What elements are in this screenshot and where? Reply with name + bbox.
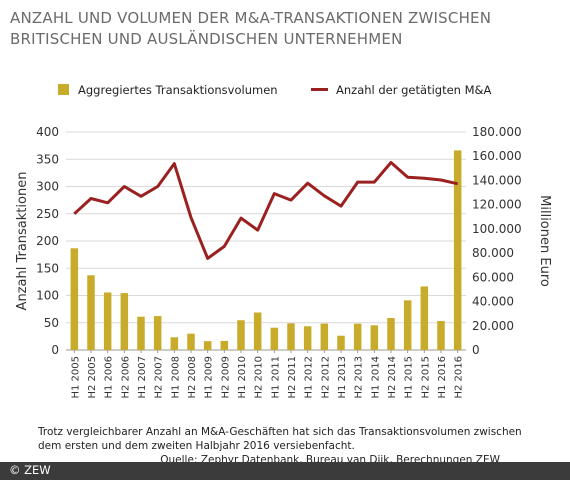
bar bbox=[70, 248, 79, 350]
x-tick-label: H2 2015 bbox=[420, 356, 431, 399]
bar bbox=[337, 335, 345, 350]
x-tick-label: H1 2011 bbox=[270, 356, 281, 399]
bar bbox=[453, 150, 462, 350]
y-tick-label-left: 100 bbox=[36, 289, 59, 303]
x-tick-label: H2 2016 bbox=[454, 356, 465, 399]
y-tick-label-right: 160.000 bbox=[472, 149, 522, 163]
x-tick-label: H1 2016 bbox=[437, 356, 448, 399]
y-tick-label-right: 60.000 bbox=[472, 270, 514, 284]
x-tick-label: H1 2008 bbox=[170, 356, 181, 399]
chart-note: Trotz vergleichbarer Anzahl an M&A-Gesch… bbox=[38, 426, 522, 452]
bar bbox=[103, 292, 112, 350]
bar bbox=[120, 293, 129, 350]
x-tick-label: H2 2014 bbox=[387, 356, 398, 399]
y-tick-label-right: 100.000 bbox=[472, 222, 522, 236]
x-tick-label: H1 2007 bbox=[137, 356, 148, 399]
legend-bar-swatch bbox=[58, 84, 69, 95]
x-tick-label: H1 2009 bbox=[204, 356, 215, 399]
bar bbox=[320, 323, 329, 350]
x-tick-label: H1 2013 bbox=[337, 356, 348, 399]
x-tick-label: H2 2005 bbox=[87, 356, 98, 399]
bar bbox=[437, 321, 445, 350]
y-tick-label-right: 20.000 bbox=[472, 319, 514, 333]
y-tick-label-left: 50 bbox=[44, 316, 59, 330]
x-tick-label: H2 2009 bbox=[220, 356, 231, 399]
x-tick-label: H2 2013 bbox=[354, 356, 365, 399]
bar bbox=[153, 316, 162, 350]
x-tick-label: H1 2006 bbox=[104, 356, 115, 399]
legend-bar-label: Aggregiertes Transaktionsvolumen bbox=[78, 83, 278, 97]
legend-line-label: Anzahl der getätigten M&A bbox=[336, 83, 492, 97]
y-tick-label-left: 200 bbox=[36, 234, 59, 248]
y-tick-label-left: 300 bbox=[36, 180, 59, 194]
x-tick-label: H1 2014 bbox=[370, 356, 381, 399]
bar bbox=[387, 318, 395, 350]
bar bbox=[87, 275, 95, 350]
bar bbox=[287, 323, 295, 350]
y-tick-label-left: 150 bbox=[36, 261, 59, 275]
x-tick-label: H1 2005 bbox=[70, 356, 81, 399]
bar bbox=[253, 312, 262, 350]
y-tick-label-right: 0 bbox=[472, 343, 480, 357]
bar bbox=[170, 337, 179, 350]
chart-title: ANZAHL UND VOLUMEN DER M&A-TRANSAKTIONEN… bbox=[10, 9, 492, 48]
bar bbox=[203, 341, 212, 350]
y-tick-label-right: 80.000 bbox=[472, 246, 514, 260]
footer-bar: © ZEW bbox=[0, 462, 570, 480]
x-tick-label: H2 2011 bbox=[287, 356, 298, 399]
x-tick-label: H2 2006 bbox=[120, 356, 131, 399]
copyright-label: © ZEW bbox=[9, 463, 51, 477]
y-tick-label-left: 400 bbox=[36, 125, 59, 139]
bar bbox=[353, 323, 362, 350]
bar bbox=[303, 326, 312, 350]
bar bbox=[403, 300, 412, 350]
series-line-anzahl bbox=[73, 161, 459, 260]
legend-line-entry: Anzahl der getätigten M&A bbox=[311, 83, 491, 97]
y-tick-label-right: 180.000 bbox=[472, 125, 522, 139]
bar bbox=[270, 327, 279, 350]
x-tick-label: H1 2010 bbox=[237, 356, 248, 399]
y-tick-label-left: 0 bbox=[51, 343, 59, 357]
y-tick-label-right: 140.000 bbox=[472, 173, 522, 187]
x-tick-label: H2 2012 bbox=[320, 356, 331, 399]
bar bbox=[237, 320, 245, 350]
bar bbox=[137, 316, 145, 350]
legend-bar-entry: Aggregiertes Transaktionsvolumen bbox=[58, 83, 278, 97]
bar bbox=[187, 333, 195, 350]
combo-chart: 0 50 100 150 200 250 300 350 400 0 20.000 40.000 60.… bbox=[15, 125, 552, 399]
y-axis-title-right: Millionen Euro bbox=[537, 195, 552, 287]
x-tick-label: H2 2010 bbox=[254, 356, 265, 399]
y-tick-label-right: 120.000 bbox=[472, 198, 522, 212]
bar bbox=[420, 286, 429, 350]
x-tick-label: H2 2008 bbox=[187, 356, 198, 399]
x-tick-label: H1 2012 bbox=[304, 356, 315, 399]
y-axis-title-left: Anzahl Transaktionen bbox=[15, 172, 30, 311]
x-tick-label: H2 2007 bbox=[154, 356, 165, 399]
bar bbox=[370, 325, 379, 350]
y-tick-label-left: 350 bbox=[36, 152, 59, 166]
bar bbox=[220, 340, 229, 350]
y-tick-label-right: 40.000 bbox=[472, 295, 514, 309]
x-tick-label: H1 2015 bbox=[404, 356, 415, 399]
y-tick-label-left: 250 bbox=[36, 207, 59, 221]
legend-line-swatch bbox=[311, 88, 328, 91]
